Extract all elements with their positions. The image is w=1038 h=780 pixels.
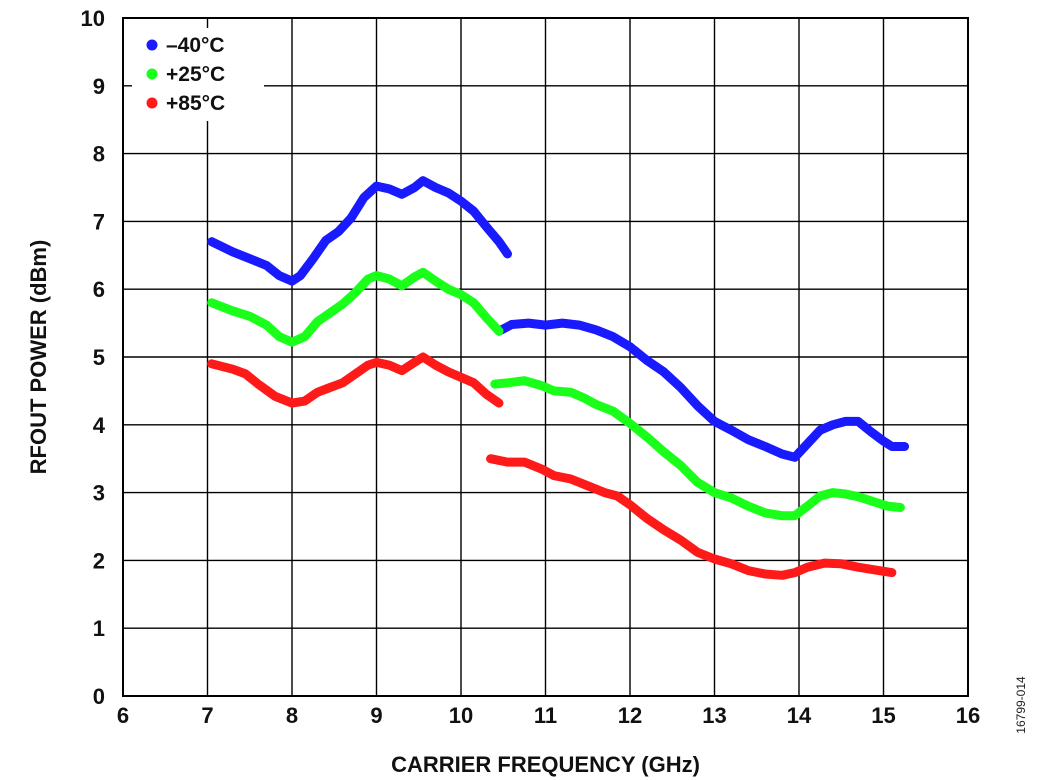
series-3 <box>207 352 897 580</box>
legend-marker <box>146 97 158 109</box>
x-tick-label: 6 <box>117 703 129 728</box>
series-line <box>207 267 504 347</box>
x-tick-label: 15 <box>871 703 895 728</box>
series-1 <box>207 176 910 462</box>
x-tick-label: 12 <box>618 703 642 728</box>
series-line <box>490 376 905 521</box>
x-tick-label: 8 <box>286 703 298 728</box>
x-tick-label: 9 <box>370 703 382 728</box>
x-tick-label: 16 <box>956 703 980 728</box>
y-tick-label: 9 <box>93 74 105 99</box>
legend-label: +85°C <box>166 92 225 115</box>
data-series <box>207 176 910 580</box>
series-line <box>494 318 910 462</box>
y-tick-label: 7 <box>93 209 105 234</box>
y-tick-label: 1 <box>93 616 105 641</box>
y-tick-label: 4 <box>93 413 106 438</box>
y-tick-label: 5 <box>93 345 105 370</box>
figure-id-label: 16799-014 <box>1014 676 1028 734</box>
x-axis-title: CARRIER FREQUENCY (GHz) <box>391 752 700 777</box>
y-axis-tick-labels: 0 1 2 3 4 5 6 7 8 9 10 <box>81 6 106 709</box>
y-tick-label: 2 <box>93 548 105 573</box>
plot-area-frame <box>122 17 969 697</box>
legend-marker <box>146 68 158 80</box>
series-2 <box>207 267 905 521</box>
legend-label: +25°C <box>166 63 225 86</box>
y-tick-label: 6 <box>93 277 105 302</box>
x-tick-label: 13 <box>702 703 726 728</box>
series-line <box>207 176 512 286</box>
y-tick-label: 0 <box>93 684 105 709</box>
legend-label: –40°C <box>166 34 225 57</box>
series-line <box>207 352 504 408</box>
x-tick-label: 14 <box>787 703 812 728</box>
series-line <box>486 454 897 580</box>
y-tick-label: 3 <box>93 481 105 506</box>
y-tick-label: 10 <box>81 6 105 31</box>
y-axis-title: RFOUT POWER (dBm) <box>26 240 51 475</box>
legend-marker <box>146 39 158 51</box>
legend: –40°C +25°C +85°C <box>132 28 264 121</box>
x-tick-label: 10 <box>449 703 473 728</box>
x-tick-label: 11 <box>534 703 557 728</box>
y-tick-label: 8 <box>93 142 105 167</box>
x-tick-label: 7 <box>201 703 213 728</box>
x-axis-tick-labels: 6 7 8 9 10 11 12 13 14 15 16 <box>117 703 980 728</box>
